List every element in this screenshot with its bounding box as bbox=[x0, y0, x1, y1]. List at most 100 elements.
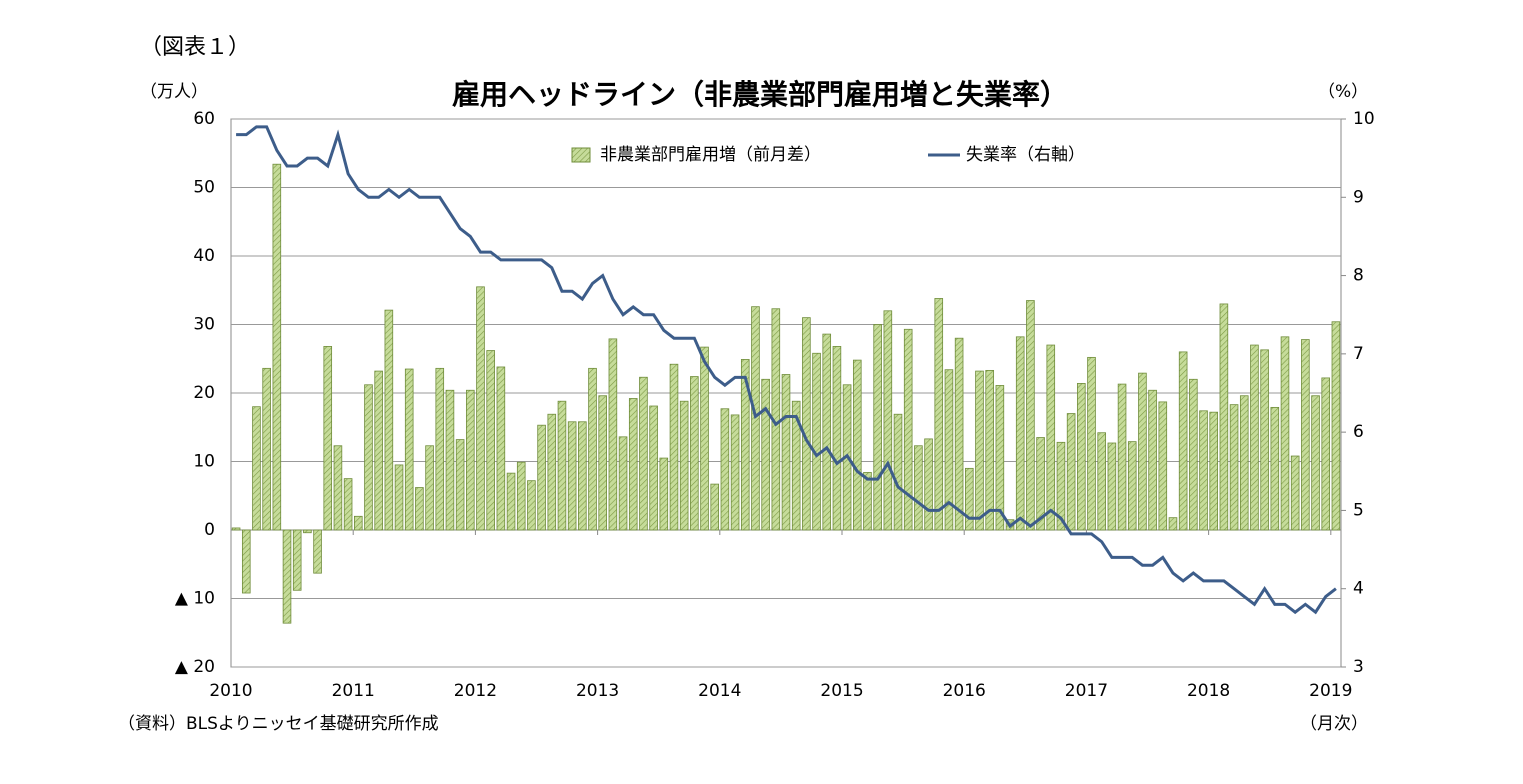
bar bbox=[374, 370, 383, 531]
bar bbox=[1107, 442, 1117, 531]
bar bbox=[832, 346, 842, 531]
bar bbox=[700, 346, 709, 531]
bar bbox=[1311, 395, 1320, 531]
bar bbox=[588, 367, 597, 531]
bar bbox=[547, 413, 557, 531]
bar bbox=[669, 363, 679, 531]
bar bbox=[578, 421, 587, 531]
bar bbox=[608, 338, 618, 531]
y2-tick-label: 8 bbox=[1353, 266, 1364, 286]
bar bbox=[883, 310, 893, 531]
bar bbox=[567, 421, 577, 531]
y-tick-label: ▲ 20 bbox=[175, 657, 215, 677]
bar bbox=[537, 424, 546, 531]
bar bbox=[1066, 413, 1076, 531]
bar bbox=[1321, 377, 1331, 531]
bar bbox=[262, 367, 271, 531]
bar bbox=[618, 436, 628, 531]
x-tick-label: 2011 bbox=[332, 681, 375, 701]
bar bbox=[435, 367, 445, 531]
bar bbox=[241, 529, 251, 594]
bar bbox=[995, 385, 1005, 531]
bar bbox=[791, 400, 801, 531]
bar bbox=[985, 369, 994, 531]
x-tick-label: 2013 bbox=[576, 681, 619, 701]
bar bbox=[924, 438, 933, 531]
legend-label: 非農業部門雇用増（前月差） bbox=[600, 145, 821, 165]
bar bbox=[873, 324, 882, 531]
bar bbox=[323, 346, 333, 531]
bar bbox=[761, 378, 770, 531]
bar bbox=[1036, 437, 1045, 531]
bar bbox=[415, 487, 424, 531]
bar bbox=[965, 467, 974, 531]
bar bbox=[863, 472, 872, 531]
bar bbox=[476, 286, 485, 531]
bar bbox=[822, 333, 832, 531]
y-tick-label: 10 bbox=[193, 452, 215, 472]
bar bbox=[1087, 356, 1096, 531]
bar bbox=[1148, 389, 1157, 531]
bar bbox=[975, 370, 984, 531]
chart-title: 雇用ヘッドライン（非農業部門雇用増と失業率） bbox=[452, 78, 1068, 111]
bar bbox=[231, 527, 241, 531]
bar bbox=[343, 478, 353, 531]
y-axis-label: （万人） bbox=[140, 82, 208, 102]
bar bbox=[506, 472, 516, 531]
bar bbox=[557, 400, 567, 531]
y-tick-label: 60 bbox=[193, 109, 215, 129]
bar bbox=[303, 529, 312, 534]
bar bbox=[1229, 404, 1239, 531]
bar bbox=[1097, 432, 1106, 531]
y2-tick-label: 3 bbox=[1353, 657, 1364, 677]
y-tick-label: 20 bbox=[193, 383, 215, 403]
legend-label: 失業率（右軸） bbox=[966, 145, 1085, 165]
bar bbox=[954, 337, 964, 531]
bar bbox=[313, 529, 322, 574]
bar bbox=[292, 529, 302, 591]
source: （資料）BLSよりニッセイ基礎研究所作成 bbox=[118, 714, 439, 734]
x-tick-label: 2019 bbox=[1309, 681, 1352, 701]
y2-tick-label: 6 bbox=[1353, 422, 1364, 442]
bar bbox=[649, 405, 658, 531]
bar bbox=[710, 483, 720, 531]
bar bbox=[781, 374, 791, 531]
y2-tick-label: 7 bbox=[1353, 344, 1364, 364]
bar bbox=[364, 384, 373, 531]
bar bbox=[690, 376, 699, 531]
y2-axis-label: （%） bbox=[1318, 82, 1368, 102]
bar bbox=[496, 366, 506, 531]
bar bbox=[1250, 344, 1259, 531]
bar bbox=[354, 515, 363, 531]
bar bbox=[1199, 410, 1208, 531]
bar bbox=[466, 389, 475, 531]
y2-tick-label: 5 bbox=[1353, 500, 1364, 520]
y-tick-label: 40 bbox=[193, 246, 215, 266]
bar bbox=[944, 369, 954, 531]
bar bbox=[1301, 339, 1310, 531]
bar bbox=[1331, 321, 1341, 531]
bar bbox=[914, 445, 923, 531]
figure-label: （図表１） bbox=[140, 35, 250, 60]
y-tick-label: 30 bbox=[193, 315, 215, 335]
bar bbox=[333, 445, 343, 531]
y2-tick-label: 4 bbox=[1353, 579, 1364, 599]
bar bbox=[1168, 517, 1178, 531]
bar bbox=[445, 389, 455, 531]
bar bbox=[598, 395, 607, 531]
bar bbox=[1077, 383, 1086, 531]
bar bbox=[282, 529, 292, 624]
bar bbox=[252, 406, 261, 531]
bar bbox=[1189, 378, 1198, 531]
bar bbox=[272, 163, 282, 531]
bar bbox=[903, 328, 913, 531]
bar bbox=[455, 439, 465, 531]
bar bbox=[934, 298, 944, 531]
bar bbox=[1260, 349, 1269, 531]
bar bbox=[802, 317, 811, 531]
bar bbox=[425, 445, 434, 531]
bar bbox=[659, 457, 669, 531]
legend-swatch bbox=[571, 147, 591, 163]
